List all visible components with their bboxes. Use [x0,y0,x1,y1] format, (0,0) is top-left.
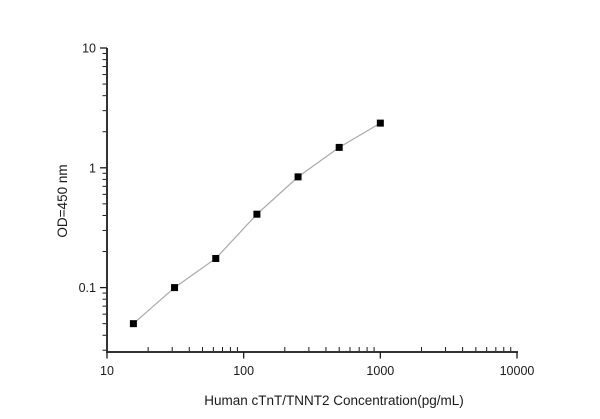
data-point-marker [212,254,220,262]
y-tick-label: 1 [89,161,96,175]
data-point-marker [171,284,179,292]
axis-ticks [100,47,518,359]
x-tick-label: 10 [100,364,114,378]
standard-curve-line [132,122,381,325]
x-tick-label: 10000 [500,364,535,378]
y-axis-title: OD=450 nm [55,164,70,237]
x-axis-title: Human cTnT/TNNT2 Concentration(pg/mL) [204,393,464,408]
axis-tick-labels: 10 100 1000 10000 0.1 1 10 [79,42,535,378]
data-point-marker [376,119,384,127]
y-tick-label: 0.1 [79,281,96,295]
axes [106,48,518,353]
data-point-marker [129,320,137,328]
y-tick-label: 10 [82,42,96,56]
x-tick-label: 100 [233,364,254,378]
data-point-marker [335,143,343,151]
data-point-marker [294,173,302,181]
data-series [129,119,384,328]
data-point-marker [253,210,261,218]
x-tick-label: 1000 [366,364,394,378]
